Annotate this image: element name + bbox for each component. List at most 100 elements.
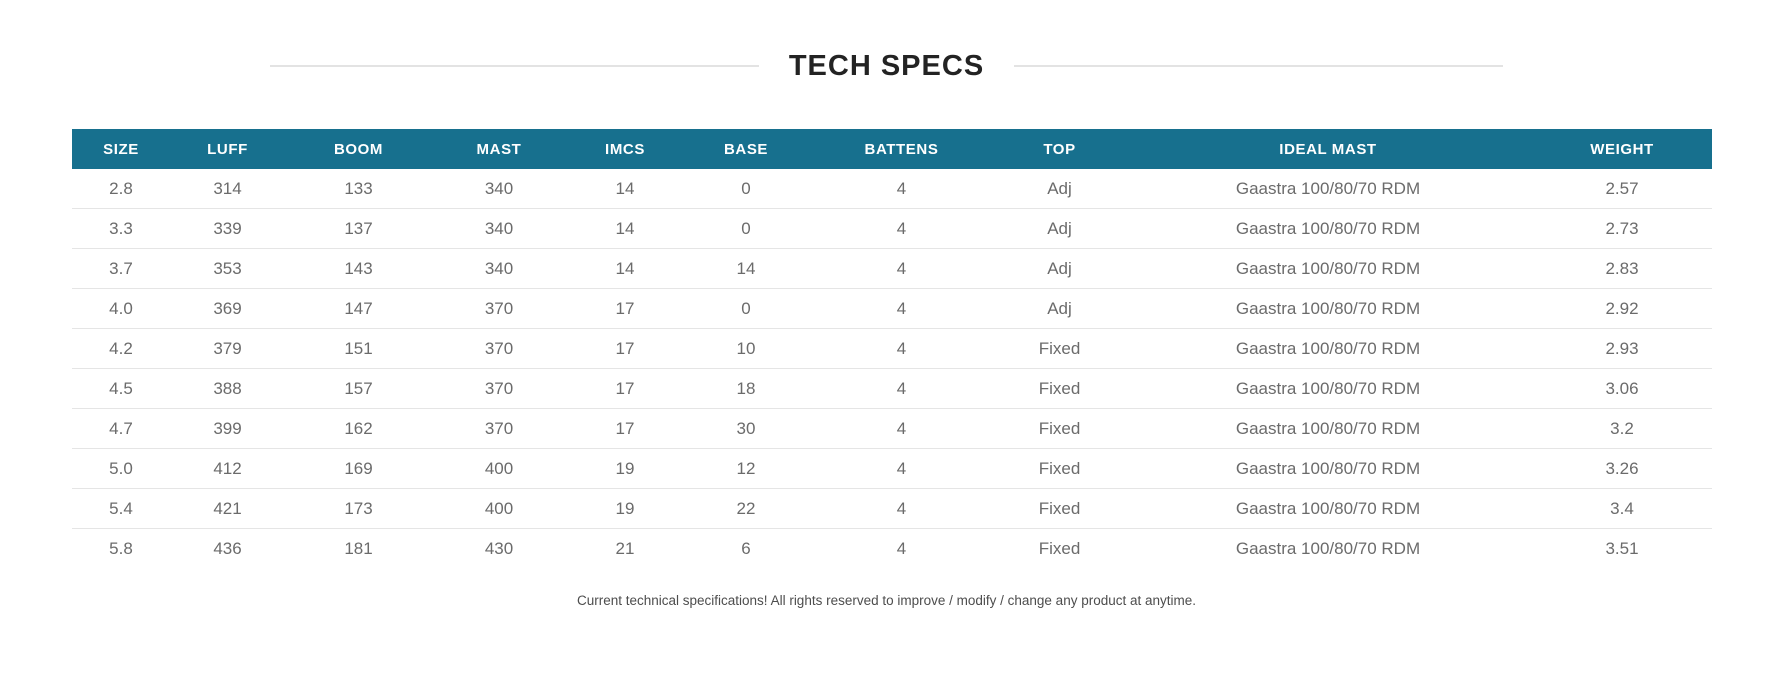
- table-cell: 340: [484, 258, 514, 278]
- column-header-base: BASE: [723, 140, 769, 158]
- table-cell: 14: [615, 218, 635, 238]
- table-cell: Gaastra 100/80/70 RDM: [1235, 458, 1421, 478]
- table-cell: 353: [213, 258, 242, 278]
- table-cell: 157: [344, 378, 373, 398]
- table-cell: 421: [213, 498, 242, 518]
- page-title: TECH SPECS: [788, 49, 985, 82]
- column-header-imcs: IMCS: [605, 140, 645, 158]
- table-cell: 6: [741, 539, 751, 558]
- table-row: 4.0 369 147 370 17 0 4 Adj Gaastra 100/80/70 RDM…: [72, 289, 1712, 329]
- table-cell: 133: [344, 178, 373, 198]
- table-row: 2.8 314 133 340 14 0 4 Adj Gaastra 100/80/70 RDM…: [72, 169, 1712, 209]
- table-cell: 2.93: [1605, 338, 1639, 358]
- table-cell: Fixed: [1038, 539, 1081, 558]
- table-cell: 400: [484, 458, 514, 478]
- table-cell: 2.83: [1605, 258, 1639, 278]
- table-cell: 19: [615, 458, 635, 478]
- column-header-ideal-mast: IDEAL MAST: [1279, 140, 1377, 158]
- table-cell: 4: [896, 539, 907, 558]
- table-cell: 3.51: [1605, 539, 1639, 558]
- table-cell: 4.0: [109, 298, 133, 318]
- table-cell: 3.4: [1610, 498, 1634, 518]
- table-cell: 4: [896, 418, 907, 438]
- table-cell: 17: [615, 418, 635, 438]
- table-cell: Gaastra 100/80/70 RDM: [1235, 298, 1421, 318]
- table-cell: 4: [896, 498, 907, 518]
- table-cell: 4: [896, 458, 907, 478]
- table-cell: 0: [741, 218, 751, 238]
- table-body: 2.8 3 14 133 340 14 0 4 Adj Gaastra 100/80/70 RDM…: [72, 169, 1712, 569]
- table-cell: 14: [615, 178, 635, 198]
- table-cell: 4: [896, 218, 907, 238]
- table-cell: 0: [741, 298, 751, 318]
- column-header-boom: BOOM: [333, 140, 384, 158]
- table-cell: 4: [896, 178, 907, 198]
- table-cell: Gaastra 100/80/70 RDM: [1235, 418, 1421, 438]
- table-row: 5.0 412 169 400 19 12 4 Fixed Gaastra 100/80/70 …: [72, 449, 1712, 489]
- table-cell: 3.3: [109, 218, 133, 238]
- table-cell: 399: [213, 418, 242, 438]
- table-cell: 22: [736, 498, 756, 518]
- table-cell: Gaastra 100/80/70 RDM: [1235, 378, 1421, 398]
- table-cell: 12: [736, 458, 756, 478]
- column-header-top: TOP: [1043, 140, 1076, 158]
- table-cell: 379: [213, 338, 242, 358]
- table-cell: 400: [484, 498, 514, 518]
- table-cell: 4.2: [109, 338, 133, 358]
- table-cell: 169: [344, 458, 373, 478]
- table-cell: 2.57: [1605, 178, 1639, 198]
- table-cell: 162: [344, 418, 373, 438]
- table-cell: 2.92: [1605, 298, 1639, 318]
- table-cell: Fixed: [1038, 418, 1081, 438]
- table-cell: 173: [344, 498, 373, 518]
- column-header-mast: MAST: [476, 140, 522, 158]
- table-row: 3.3 339 137 340 14 0 4 Adj Gaastra 100/80/70 RDM…: [72, 209, 1712, 249]
- section-title-row: TECH SPECS: [270, 45, 1504, 87]
- table-cell: 17: [615, 338, 635, 358]
- table-cell: 4.7: [109, 418, 133, 438]
- column-header-weight: WEIGHT: [1590, 140, 1654, 158]
- table-cell: Gaastra 100/80/70 RDM: [1235, 338, 1421, 358]
- column-header-luff: LUFF: [207, 140, 248, 158]
- table-cell: Adj: [1047, 298, 1072, 318]
- disclaimer-text: Current technical specifications! All ri…: [576, 593, 1197, 608]
- table-cell: 143: [344, 258, 373, 278]
- table-cell: 5.0: [109, 458, 133, 478]
- table-cell: Fixed: [1038, 458, 1081, 478]
- table-cell: 5.4: [109, 498, 133, 518]
- table-cell: Fixed: [1038, 378, 1081, 398]
- table-cell: 369: [213, 298, 242, 318]
- title-divider-left: [270, 65, 759, 67]
- table-cell: 388: [213, 378, 242, 398]
- table-cell: 340: [484, 218, 514, 238]
- table-cell: Gaastra 100/80/70 RDM: [1235, 498, 1421, 518]
- table-cell: 17: [615, 378, 635, 398]
- column-header-battens: BATTENS: [864, 140, 939, 158]
- table-cell: 3.7: [109, 258, 133, 278]
- table-cell: Gaastra 100/80/70 RDM: [1235, 258, 1421, 278]
- table-cell: 412: [213, 458, 242, 478]
- table-cell: Gaastra 100/80/70 RDM: [1235, 178, 1421, 198]
- table-cell: 436: [213, 539, 242, 558]
- table-cell: 430: [484, 539, 514, 558]
- table-row: 4.7 399 162 370 17 30 4 Fixed Gaastra 100/80/70 …: [72, 409, 1712, 449]
- table-cell: 18: [736, 378, 756, 398]
- table-cell: 2.73: [1605, 218, 1639, 238]
- table-cell: 21: [615, 539, 635, 558]
- table-cell: 370: [484, 378, 514, 398]
- table-row: 3.7 353 143 340 14 14 4 Adj Gaastra 100/80/70 RD…: [72, 249, 1712, 289]
- table-row: 5.4 421 173 400 19 22 4 Fixed Gaastra 100/80/70 …: [72, 489, 1712, 529]
- table-cell: Adj: [1047, 178, 1072, 198]
- table-cell: 370: [484, 338, 514, 358]
- table-cell: 370: [484, 418, 514, 438]
- table-cell: 181: [344, 539, 373, 558]
- table-cell: Fixed: [1038, 498, 1081, 518]
- table-cell: 3.2: [1610, 418, 1634, 438]
- table-cell: 370: [484, 298, 514, 318]
- tech-specs-section: TECH SPECS SIZE LUFF BOOM MAST IMCS BASE BATTE…: [0, 45, 1773, 608]
- table-cell: Gaastra 100/80/70 RDM: [1235, 218, 1421, 238]
- table-cell: 147: [344, 298, 373, 318]
- table-cell: 0: [741, 178, 751, 198]
- table-row: 4.5 388 157 370 17 18 4 Fixed Gaastra 100/80/70 …: [72, 369, 1712, 409]
- table-cell: 151: [344, 338, 373, 358]
